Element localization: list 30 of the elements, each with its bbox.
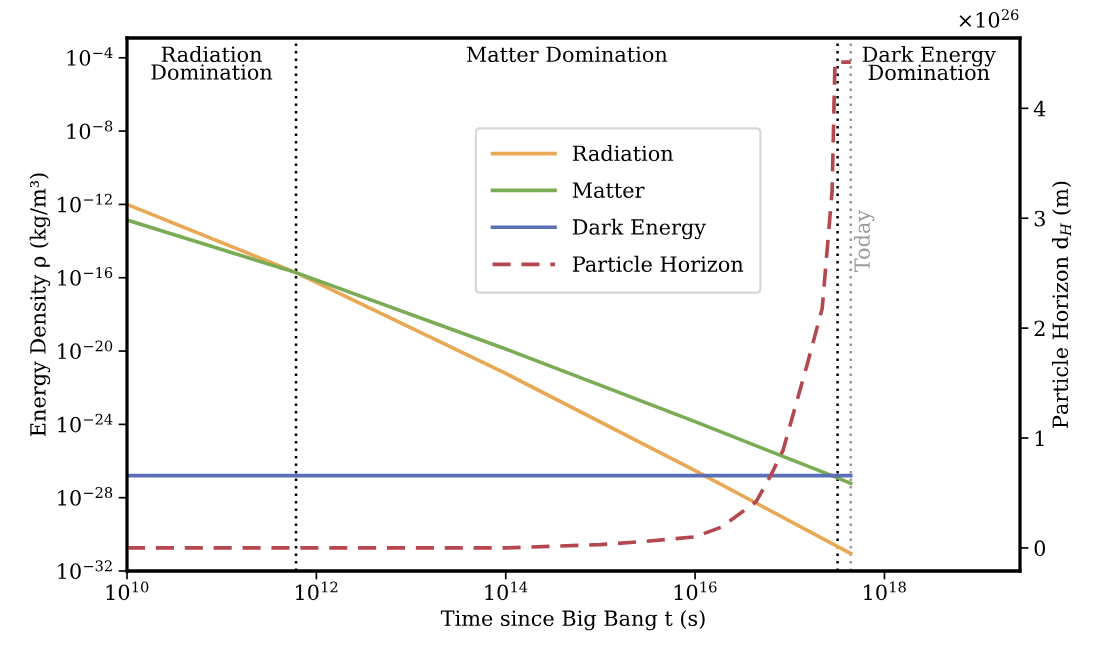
legend-label: Dark Energy bbox=[572, 218, 706, 240]
y-axis-title: Energy Density ρ (kg/m³) bbox=[29, 173, 51, 437]
x-tick-label: 10$^{10}$ bbox=[106, 581, 149, 601]
y-tick-label: 10$^{−16}$ bbox=[58, 267, 113, 286]
y-tick-label: 10$^{−12}$ bbox=[58, 193, 112, 213]
y2-tick-label: 0 bbox=[1034, 540, 1046, 557]
x-tick-label: 10$^{14}$ bbox=[485, 581, 528, 601]
y2-tick-label: 4 bbox=[1033, 100, 1046, 117]
y2-axis-title: Particle Horizon d$_{H}$ (m) bbox=[1052, 181, 1072, 428]
y2-tick-label: 3 bbox=[1034, 210, 1045, 227]
y-tick-label: 10$^{−8}$ bbox=[67, 120, 113, 140]
legend-label: Particle Horizon bbox=[572, 255, 744, 272]
x-tick-label: 10$^{18}$ bbox=[864, 581, 906, 601]
annotation: Matter Domination bbox=[466, 46, 668, 63]
y-tick-label: 10$^{−4}$ bbox=[67, 47, 113, 66]
x-axis-title: Time since Big Bang t (s) bbox=[440, 609, 705, 631]
annotation: Dark Energy Domination bbox=[862, 46, 996, 81]
annotation: Radiation Domination bbox=[151, 46, 273, 80]
ref-line-label: Today bbox=[853, 209, 875, 273]
x-tick-label: 10$^{16}$ bbox=[674, 581, 717, 601]
y-tick-label: 10$^{−28}$ bbox=[58, 487, 113, 506]
text: ×10$^{26}$ bbox=[959, 9, 1019, 28]
y-tick-label: 10$^{−32}$ bbox=[58, 560, 112, 580]
y2-tick-label: 1 bbox=[1035, 430, 1044, 446]
legend-label: Matter bbox=[572, 182, 645, 198]
x-tick-label: 10$^{12}$ bbox=[295, 581, 338, 601]
y-tick-label: 10$^{−24}$ bbox=[58, 413, 113, 433]
legend-label: Radiation bbox=[572, 145, 674, 162]
y-tick-label: 10$^{−20}$ bbox=[58, 340, 113, 360]
y2-tick-label: 2 bbox=[1034, 320, 1045, 337]
